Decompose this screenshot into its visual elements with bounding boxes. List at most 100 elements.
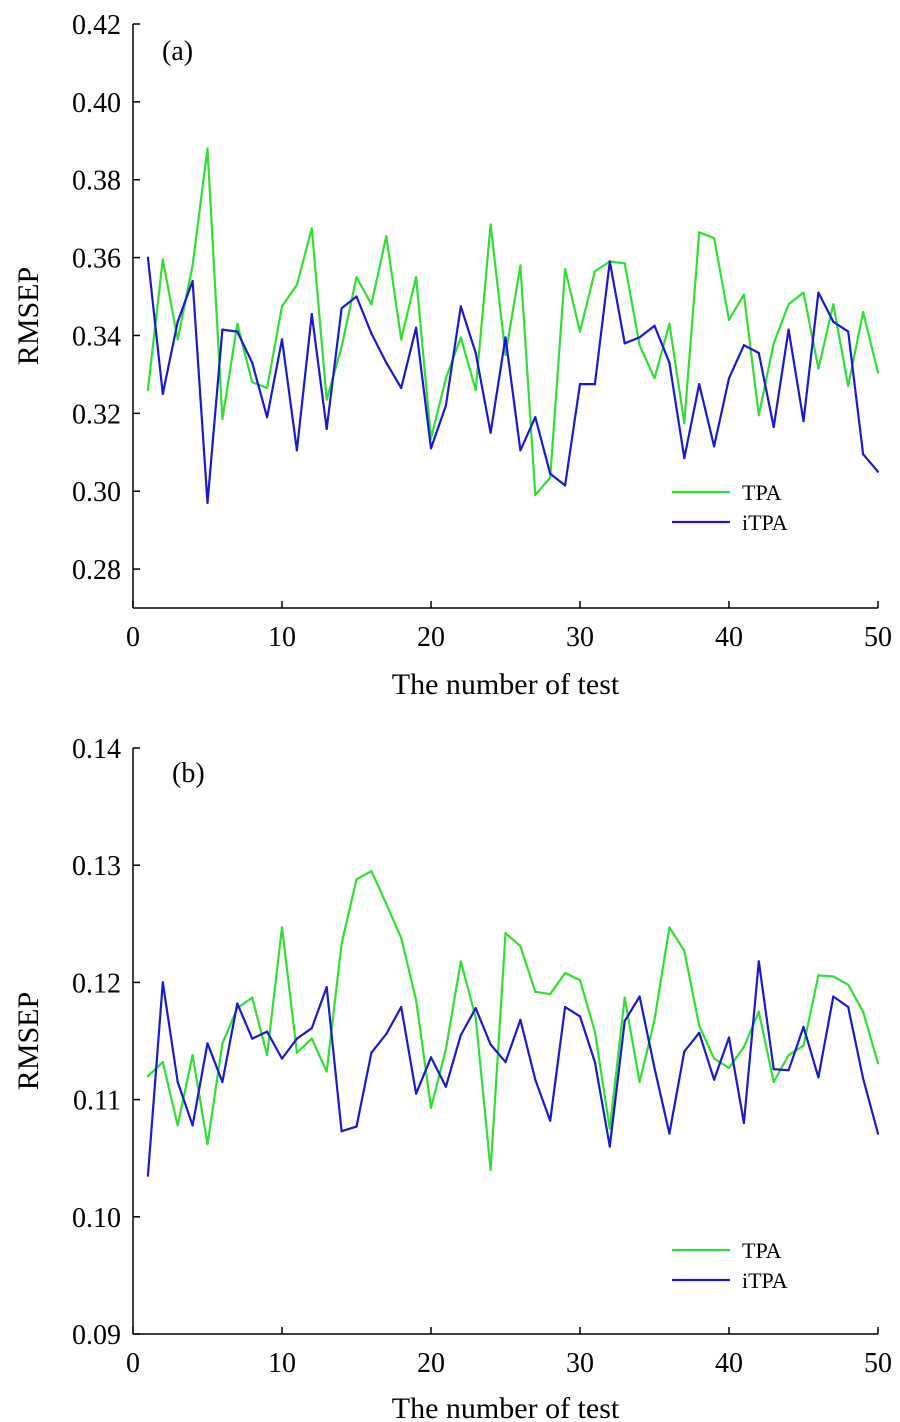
panel-b-series-tpa-point — [802, 1044, 805, 1047]
panel-a-x-tick-label: 30 — [566, 622, 594, 653]
panel-a-legend-label-tpa: TPA — [742, 480, 782, 505]
panel-b-chart: 0.09 0.10 0.11 0.12 0.13 0.14 0 10 20 30 40 50 The n… — [12, 734, 892, 1422]
panel-a-series-tpa-point — [325, 398, 328, 401]
panel-b-series-itpa-point — [340, 1130, 343, 1133]
panel-a-series-itpa-point — [236, 330, 239, 333]
panel-b-series-itpa-point — [385, 1032, 388, 1036]
panel-b-y-tick-label: 0.11 — [73, 1086, 121, 1117]
panel-a-series-tpa-point — [191, 264, 194, 267]
panel-b-series-itpa-point — [310, 1027, 313, 1030]
panel-b-series-tpa-point — [176, 1124, 179, 1127]
panel-b-series-tpa-point — [623, 996, 626, 999]
panel-a-series-itpa-point — [519, 449, 522, 452]
panel-a-series-itpa-point — [817, 291, 820, 294]
panel-a-series-itpa-point — [608, 260, 611, 263]
panel-b-series-tpa-point — [534, 990, 537, 993]
panel-b-series-tpa-point — [444, 1048, 447, 1051]
panel-b-series-tpa-point — [474, 1016, 477, 1019]
panel-b-series-tpa-point — [459, 960, 462, 963]
panel-b-series-tpa-point — [266, 1053, 269, 1057]
panel-a-legend-label-itpa: iTPA — [742, 510, 788, 535]
panel-b-x-tick-label: 30 — [566, 1348, 594, 1379]
panel-a-y-axis-title: RMSEP — [12, 267, 45, 365]
panel-b-y-tick-label: 0.14 — [72, 734, 121, 765]
panel-b-legend-label-itpa: iTPA — [742, 1268, 788, 1293]
panel-b-series-tpa-point — [519, 944, 522, 948]
panel-b-series-tpa-point — [206, 1143, 209, 1146]
panel-a-series-tpa-point — [802, 291, 805, 294]
panel-b-panel-label: (b) — [172, 758, 205, 789]
panel-a-x-tick-label: 10 — [268, 622, 296, 653]
panel-a-series-itpa-point — [355, 295, 358, 298]
panel-a-series-itpa-point — [280, 338, 284, 341]
panel-a-series-itpa-point — [415, 326, 418, 329]
panel-a-series-tpa-point — [787, 303, 790, 306]
panel-a-series-itpa-point — [325, 427, 328, 431]
panel-b-series-tpa-point — [549, 993, 552, 996]
panel-b-series-itpa-point — [847, 1005, 850, 1009]
panel-a-series-tpa-point — [370, 303, 373, 306]
panel-b-series-tpa-points — [146, 869, 880, 1172]
panel-a-series-tpa-point — [876, 371, 880, 374]
panel-b-y-tick-label: 0.10 — [72, 1203, 121, 1234]
panel-a-series-itpa-point — [221, 328, 224, 331]
panel-a-series-tpa-point — [862, 311, 865, 314]
panel-a-series-tpa-point — [817, 367, 820, 370]
panel-b-y-tick-label: 0.09 — [72, 1320, 121, 1351]
panel-b-series-itpa-point — [623, 1019, 626, 1023]
panel-a-series-tpa-point — [146, 388, 149, 392]
panel-a-series-tpa-point — [742, 293, 746, 296]
panel-a-series-itpa-point — [161, 392, 164, 395]
panel-a-series-itpa-point — [727, 377, 731, 380]
panel-b-x-tick-label: 50 — [864, 1348, 892, 1379]
panel-b-series-itpa-point — [221, 1080, 224, 1084]
panel-b-series-tpa-point — [757, 1010, 760, 1013]
panel-b-series-itpa-point — [429, 1056, 433, 1059]
panel-b-series-tpa-point — [489, 1168, 492, 1172]
panel-a-series-itpa-point — [385, 361, 388, 364]
panel-b-series-itpa-point — [593, 1060, 597, 1064]
panel-a-series-tpa-point — [161, 258, 164, 261]
panel-a-series-itpa-point — [310, 312, 313, 316]
panel-a-series-tpa-point — [266, 386, 269, 390]
panel-a-series-tpa-point — [564, 268, 567, 271]
panel-b-x-tick-label: 20 — [417, 1348, 445, 1379]
panel-b-x-tick-label: 10 — [268, 1348, 296, 1379]
panel-b-series-itpa-point — [787, 1069, 790, 1072]
panel-a-series-tpa-line — [146, 147, 880, 497]
panel-a-series-itpa-point — [370, 332, 373, 335]
panel-a-series-tpa-point — [549, 476, 552, 479]
panel-a-series-itpa-point — [340, 307, 343, 310]
panel-a-series-tpa-point — [519, 264, 522, 267]
panel-a-y-tick-label: 0.40 — [72, 88, 121, 119]
panel-a-series-tpa-point — [340, 346, 343, 349]
panel-a-series-itpa-point — [772, 425, 775, 429]
panel-a-y-tick-label: 0.34 — [72, 321, 121, 352]
panel-a-series-itpa-point — [832, 320, 835, 323]
panel-a-y-tick-label: 0.28 — [72, 555, 121, 586]
panel-b-series-tpa-point — [593, 1030, 597, 1033]
panel-b-series-tpa-point — [742, 1045, 746, 1048]
panel-a-series-tpa-point — [757, 414, 760, 417]
panel-b-series-itpa-point — [146, 1174, 149, 1177]
panel-b-series-tpa-point — [578, 978, 582, 982]
panel-a-series-tpa-point — [504, 353, 507, 357]
panel-a-series-itpa-point — [191, 279, 194, 283]
panel-b-y-axis-title: RMSEP — [12, 992, 45, 1090]
panel-b-series-itpa-point — [862, 1077, 865, 1080]
panel-b-y-tick-label: 0.13 — [72, 851, 121, 882]
panel-b-series-tpa-point — [772, 1080, 775, 1084]
panel-a-series-itpa-point — [429, 447, 433, 450]
panel-a-series-tpa-point — [280, 305, 284, 308]
panel-a-series-tpa-point — [668, 322, 671, 325]
panel-b-series-itpa-point — [176, 1080, 179, 1084]
panel-b-series-tpa-point — [370, 869, 373, 873]
panel-a-series-tpa-point — [713, 237, 716, 240]
panel-b-series-tpa-point — [504, 932, 507, 935]
panel-a-series-tpa-point — [489, 223, 492, 226]
panel-a-series-tpa-point — [847, 384, 850, 388]
panel-b-series-tpa-point — [638, 1080, 641, 1084]
panel-a-series-tpa-point — [683, 421, 686, 425]
panel-b-series-itpa-line — [146, 960, 880, 1176]
